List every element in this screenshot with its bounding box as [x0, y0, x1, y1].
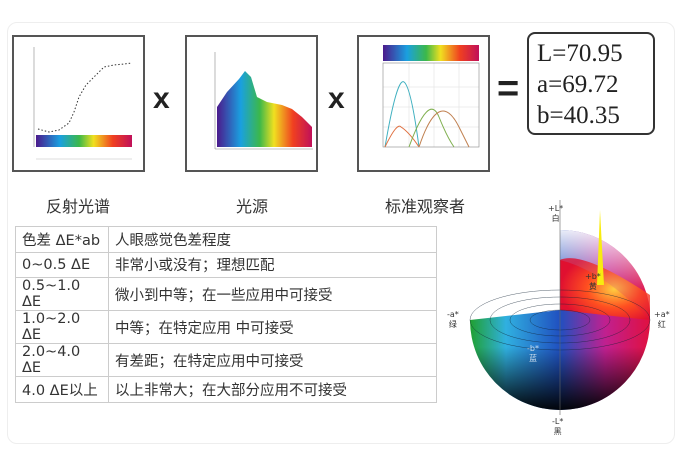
table-cell: 0~0.5 ΔE: [15, 251, 109, 278]
table-cell: 1.0~2.0 ΔE: [15, 310, 109, 344]
light-source-spectrum-area: [217, 71, 312, 147]
table-header-row: 色差 ΔE*ab 人眼感觉色差程度: [15, 226, 437, 253]
minus-l-axis-label: -L* 黑: [552, 417, 563, 437]
table-cell: 0.5~1.0 ΔE: [15, 277, 109, 311]
observer-curve: [418, 110, 470, 148]
standard-observer-panel: [357, 35, 490, 172]
table-cell: 微小到中等；在一些应用中可接受: [108, 277, 437, 311]
axis-color-name: 白: [551, 214, 560, 223]
equals-operator: =: [497, 68, 520, 110]
axis-name: -b*: [527, 344, 539, 353]
observer-curve: [384, 81, 420, 148]
spectrum-bar: [383, 45, 479, 61]
table-cell: 4.0 ΔE以上: [15, 376, 109, 403]
minus-a-axis-label: -a* 绿: [447, 310, 459, 330]
reflectance-spectrum-chart: [33, 47, 133, 160]
table-cell: 以上非常大；在大部分应用不可接受: [108, 376, 437, 403]
header-cell: 人眼感觉色差程度: [108, 226, 437, 253]
multiply-operator: x: [153, 82, 170, 115]
light-source-chart: [214, 52, 313, 150]
table-cell: 2.0~4.0 ΔE: [15, 343, 109, 377]
panel-label: 光源: [235, 197, 268, 216]
plus-b-axis-label: +b* 黄: [585, 272, 601, 292]
axis-name: +b*: [585, 272, 601, 281]
table-row: 2.0~4.0 ΔE 有差距；在特定应用中可接受: [15, 343, 437, 377]
reflectance-spectrum-panel: [12, 35, 145, 172]
panel-label: 反射光谱: [45, 197, 110, 216]
color-difference-table: 色差 ΔE*ab 人眼感觉色差程度 0~0.5 ΔE 非常小或没有；理想匹配 0.5…: [15, 226, 437, 403]
axis-color-name: 红: [657, 320, 666, 329]
panel-label: 标准观察者: [384, 197, 465, 216]
b-value: b=40.35: [537, 102, 620, 129]
light-source-panel: [185, 35, 318, 172]
axis-color-name: 蓝: [528, 354, 537, 363]
yellow-axis-wedge: [597, 210, 604, 285]
table-cell: 非常小或没有；理想匹配: [108, 251, 437, 278]
axis-color-name: 绿: [448, 320, 457, 329]
spectrum-bar: [36, 135, 132, 147]
table-row: 0.5~1.0 ΔE 微小到中等；在一些应用中可接受: [15, 277, 437, 311]
observer-curve: [384, 125, 420, 148]
l-value: L=70.95: [537, 40, 623, 67]
table-row: 0~0.5 ΔE 非常小或没有；理想匹配: [15, 251, 437, 278]
header-cell: 色差 ΔE*ab: [15, 226, 109, 253]
axis-name: -L*: [552, 417, 564, 426]
table-cell: 有差距；在特定应用中可接受: [108, 343, 437, 377]
lab-color-sphere: [469, 200, 651, 415]
plus-a-axis-label: +a* 红: [654, 310, 670, 330]
reflectance-curve: [37, 62, 133, 133]
standard-observer-chart: [382, 45, 480, 148]
table-cell: 中等；在特定应用 中可接受: [108, 310, 437, 344]
sphere-cutaway-face: [560, 258, 650, 320]
multiply-operator: x: [328, 82, 345, 115]
table-row: 1.0~2.0 ΔE 中等；在特定应用 中可接受: [15, 310, 437, 344]
minus-b-axis-label: -b* 蓝: [527, 344, 539, 364]
observer-curve: [408, 108, 455, 148]
axis-name: -a*: [447, 310, 459, 319]
a-value: a=69.72: [537, 71, 619, 98]
gridlines: [383, 63, 479, 147]
axis-color-name: 黄: [588, 282, 597, 291]
axis-color-name: 黑: [553, 427, 562, 436]
axis-name: +a*: [654, 310, 670, 319]
plus-l-axis-label: +L* 白: [548, 204, 563, 224]
plot-frame: [382, 62, 480, 148]
axis-name: +L*: [548, 204, 564, 213]
table-row: 4.0 ΔE以上 以上非常大；在大部分应用不可接受: [15, 376, 437, 403]
lab-result-box: L=70.95 a=69.72 b=40.35: [527, 32, 655, 135]
